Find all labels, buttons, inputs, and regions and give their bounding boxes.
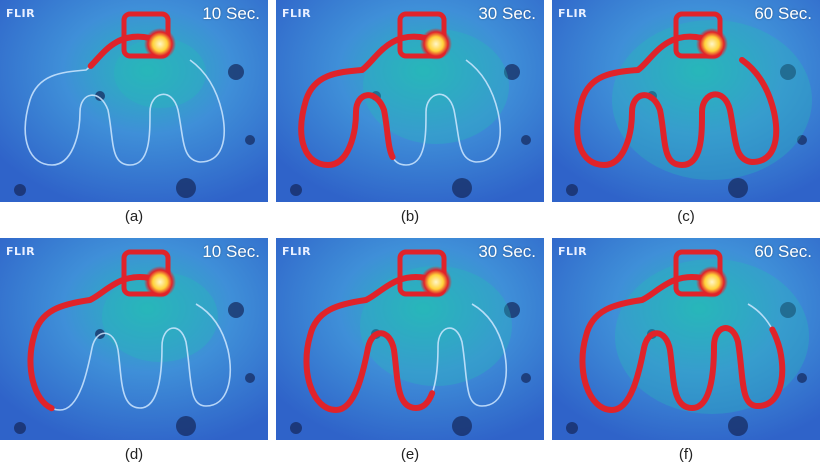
heated-wire xyxy=(27,273,234,414)
cold-spot xyxy=(797,373,807,383)
cold-spot xyxy=(797,135,807,145)
cold-spot xyxy=(228,302,244,318)
thermal-scene xyxy=(552,0,820,202)
time-label: 30 Sec. xyxy=(478,242,536,261)
thermal-image-d: FLIR 10 Sec. xyxy=(0,238,268,440)
hot-spot xyxy=(144,266,176,298)
cold-spot xyxy=(780,64,796,80)
cold-spot xyxy=(95,91,105,101)
cold-spot xyxy=(14,184,26,196)
cold-spot xyxy=(14,422,26,434)
cold-spot xyxy=(290,422,302,434)
warm-halo xyxy=(363,29,509,144)
time-label: 30 Sec. xyxy=(478,4,536,23)
time-label: 10 Sec. xyxy=(202,242,260,261)
flir-logo: FLIR xyxy=(558,245,588,258)
cold-spot xyxy=(245,373,255,383)
flir-logo: FLIR xyxy=(6,7,36,20)
cold-spot xyxy=(521,373,531,383)
cold-spot xyxy=(504,302,520,318)
caption-c: (c) xyxy=(677,208,695,225)
thermal-scene xyxy=(276,0,544,202)
thermal-background xyxy=(552,0,820,202)
thermal-scene xyxy=(0,0,268,202)
heated-wire xyxy=(579,273,786,414)
flir-logo: FLIR xyxy=(282,7,312,20)
heated-wire xyxy=(298,33,504,169)
cold-spot xyxy=(521,135,531,145)
cold-spot xyxy=(452,178,472,198)
caption-d: (d) xyxy=(124,446,144,463)
flir-logo: FLIR xyxy=(558,7,588,20)
cold-spot xyxy=(245,135,255,145)
cold-spot xyxy=(452,416,472,436)
cold-spot xyxy=(728,178,748,198)
caption-b: (b) xyxy=(400,208,420,225)
caption-f: (f) xyxy=(678,446,694,463)
hot-spot xyxy=(420,28,452,60)
thermal-background xyxy=(0,0,268,202)
hot-spot xyxy=(696,28,728,60)
time-label: 60 Sec. xyxy=(754,4,812,23)
heated-wire xyxy=(303,273,510,414)
thermal-image-a: FLIR 10 Sec. xyxy=(0,0,268,202)
thermal-scene xyxy=(0,238,268,440)
thermal-scene xyxy=(552,238,820,440)
thermal-background xyxy=(276,0,544,202)
cold-spot xyxy=(566,422,578,434)
thermal-image-c: FLIR 60 Sec. xyxy=(552,0,820,202)
caption-a: (a) xyxy=(124,208,144,225)
hot-spot xyxy=(420,266,452,298)
hot-spot xyxy=(696,266,728,298)
cold-spot xyxy=(504,64,520,80)
warm-halo xyxy=(615,259,809,414)
heated-wire xyxy=(574,33,780,169)
cold-spot xyxy=(176,178,196,198)
warm-halo xyxy=(360,266,512,386)
time-label: 10 Sec. xyxy=(202,4,260,23)
cold-spot xyxy=(176,416,196,436)
wire xyxy=(24,35,225,166)
thermal-image-e: FLIR 30 Sec. xyxy=(276,238,544,440)
cold-spot xyxy=(566,184,578,196)
time-label: 60 Sec. xyxy=(754,242,812,261)
thermal-image-f: FLIR 60 Sec. xyxy=(552,238,820,440)
cold-spot xyxy=(728,416,748,436)
caption-e: (e) xyxy=(400,446,420,463)
thermal-image-b: FLIR 30 Sec. xyxy=(276,0,544,202)
cold-spot xyxy=(780,302,796,318)
hot-spot xyxy=(144,28,176,60)
flir-logo: FLIR xyxy=(282,245,312,258)
flir-logo: FLIR xyxy=(6,245,36,258)
thermal-scene xyxy=(276,238,544,440)
cold-spot xyxy=(290,184,302,196)
cold-spot xyxy=(228,64,244,80)
